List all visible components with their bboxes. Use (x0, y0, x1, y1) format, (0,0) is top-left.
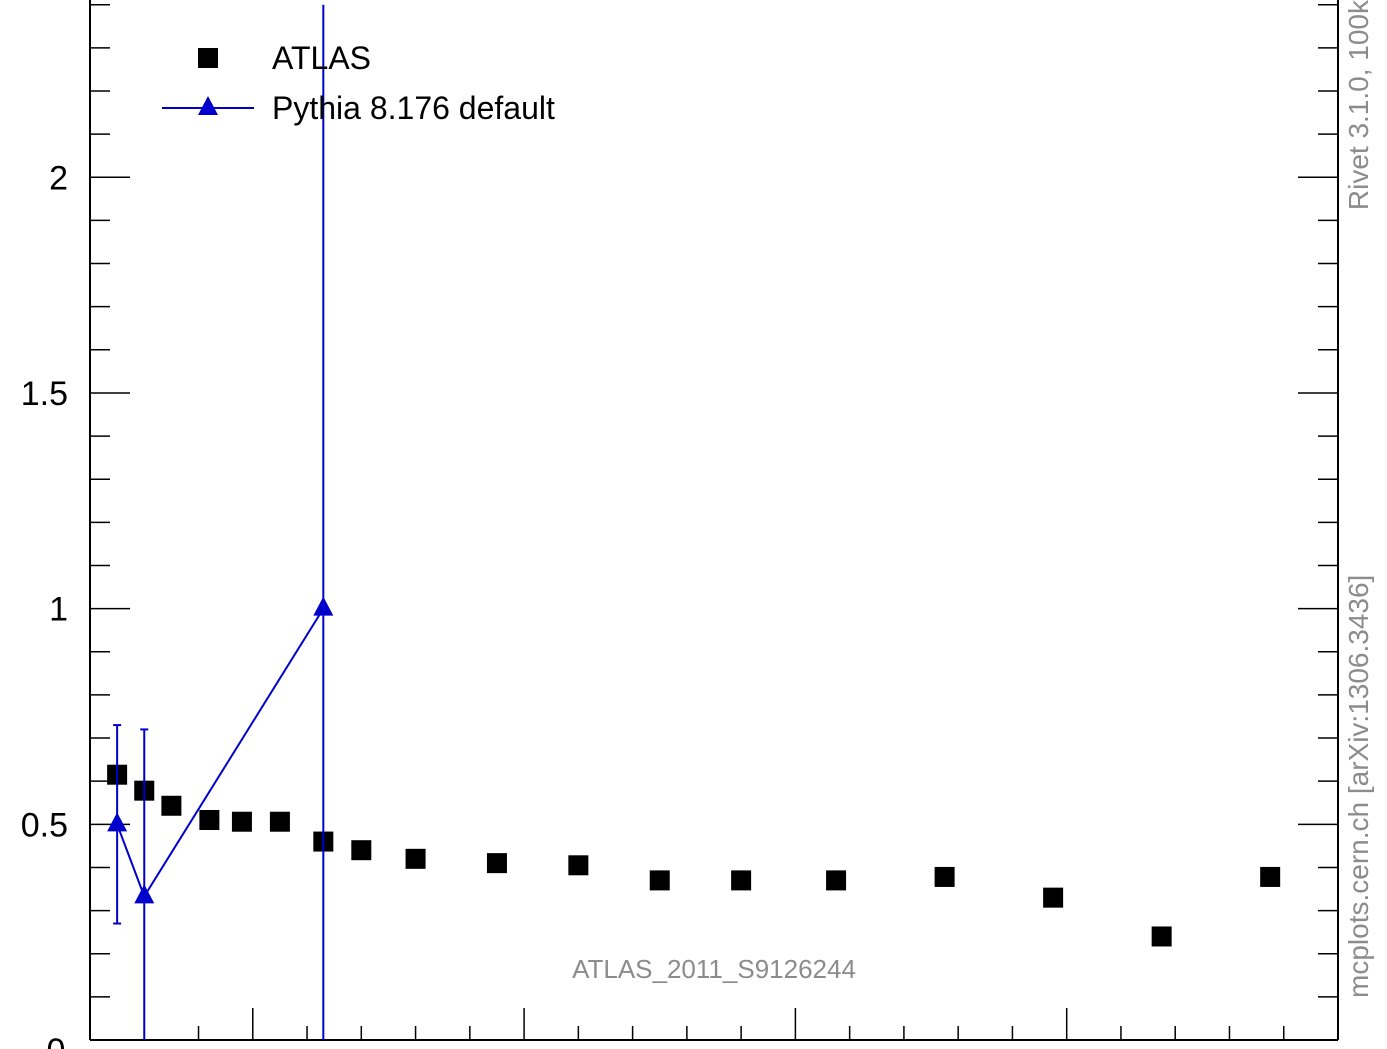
square-marker (405, 848, 426, 869)
series-atlas (107, 764, 1281, 947)
square-marker (231, 811, 252, 832)
y-tick-label: 1.5 (21, 375, 68, 413)
square-marker (649, 870, 670, 891)
square-marker (731, 870, 752, 891)
series-pythia (107, 4, 334, 1040)
square-marker (568, 855, 589, 876)
series (107, 4, 1281, 1040)
y-tick-label: 0.5 (21, 806, 68, 844)
triangle-marker (134, 884, 155, 904)
legend-marker-atlas (198, 48, 218, 68)
square-marker (351, 840, 372, 861)
legend: ATLAS Pythia 8.176 default (162, 40, 555, 126)
analysis-label: ATLAS_2011_S9126244 (572, 954, 856, 984)
square-marker (486, 853, 507, 874)
square-marker (1151, 926, 1172, 947)
square-marker (1043, 887, 1064, 908)
series-line (116, 608, 325, 899)
legend-marker-pythia (198, 96, 218, 115)
side-label-top: Rivet 3.1.0, 100k (1343, 0, 1374, 210)
axes (89, 0, 1339, 1041)
y-tick-label: 2 (49, 159, 68, 197)
square-marker (1260, 866, 1281, 887)
y-tick-label: 1 (49, 591, 68, 629)
square-marker (269, 811, 290, 832)
triangle-marker (107, 812, 128, 832)
square-marker (934, 866, 955, 887)
triangle-marker (313, 596, 334, 616)
square-marker (826, 870, 847, 891)
ticks: 0.511.522.50 (21, 3, 1339, 1049)
square-marker (161, 795, 182, 816)
legend-label-pythia: Pythia 8.176 default (272, 90, 555, 126)
y-tick-label-zero: 0 (47, 1032, 66, 1049)
legend-label-atlas: ATLAS (272, 40, 371, 76)
side-label-bottom: mcplots.cern.ch [arXiv:1306.3436] (1343, 575, 1374, 998)
square-marker (199, 810, 220, 830)
